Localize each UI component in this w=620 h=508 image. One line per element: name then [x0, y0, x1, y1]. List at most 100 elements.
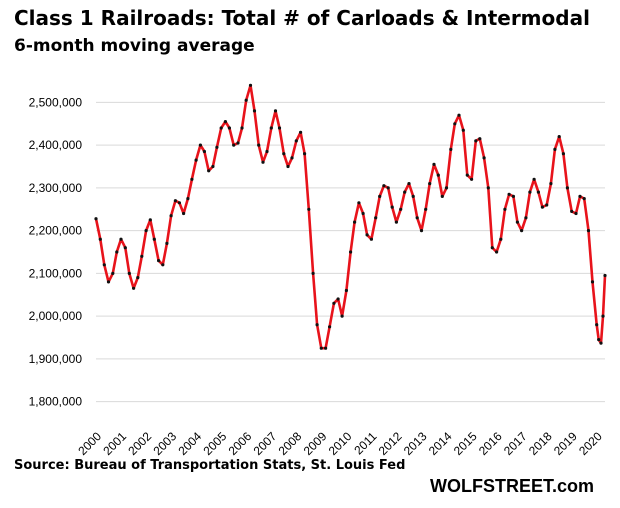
data-point: [324, 346, 328, 350]
data-point: [227, 126, 231, 130]
data-point: [244, 98, 248, 102]
data-point: [440, 194, 444, 198]
data-point: [424, 207, 428, 211]
data-point: [106, 280, 111, 284]
data-point: [436, 173, 440, 177]
x-tick-label: 2002: [125, 429, 154, 458]
x-tick-label: 2008: [276, 429, 305, 458]
data-point: [132, 286, 136, 290]
series-line: [94, 84, 607, 350]
data-point: [177, 201, 181, 205]
x-tick-label: 2014: [426, 429, 455, 458]
data-point: [123, 246, 127, 250]
data-point: [419, 229, 424, 233]
data-point: [390, 205, 394, 209]
x-tick-label: 2004: [175, 429, 204, 458]
data-point: [169, 214, 173, 218]
chart-subtitle: 6-month moving average: [14, 36, 255, 56]
data-point: [240, 126, 244, 130]
data-point: [511, 194, 515, 198]
data-point: [257, 143, 261, 147]
data-point: [353, 220, 357, 224]
data-point: [173, 199, 177, 203]
data-point: [157, 259, 161, 263]
data-point: [590, 280, 595, 284]
data-point: [461, 128, 465, 132]
data-point: [453, 122, 457, 126]
data-point: [319, 346, 323, 350]
data-point: [186, 197, 190, 201]
x-tick-label: 2001: [100, 429, 129, 458]
data-point: [299, 130, 303, 134]
data-point: [140, 254, 144, 258]
data-point: [98, 237, 102, 241]
data-point: [328, 325, 332, 329]
data-point: [474, 139, 478, 143]
data-point: [215, 145, 219, 149]
data-point: [265, 149, 269, 154]
x-tick-label: 2013: [401, 429, 430, 458]
data-point: [340, 314, 344, 318]
data-point: [315, 323, 319, 327]
data-point: [465, 173, 469, 177]
x-tick-label: 2011: [351, 429, 379, 457]
data-point: [136, 276, 140, 280]
data-point: [532, 177, 536, 181]
data-point: [232, 143, 236, 147]
data-point: [369, 237, 373, 241]
data-point: [236, 141, 240, 145]
data-point: [490, 246, 494, 250]
y-tick-label: 1,800,000: [29, 395, 83, 409]
source-note: Source: Bureau of Transportation Stats, …: [14, 458, 406, 473]
data-point: [361, 211, 365, 216]
data-point: [94, 217, 98, 221]
data-point: [599, 341, 603, 345]
data-point: [374, 216, 378, 220]
data-point: [457, 113, 461, 117]
data-point: [378, 194, 382, 198]
data-point: [365, 233, 369, 237]
y-tick-label: 2,100,000: [29, 266, 83, 280]
data-point: [520, 229, 524, 233]
data-point: [161, 263, 165, 267]
data-point: [102, 263, 106, 267]
y-axis-tick-labels: 1,800,000 1,900,000 2,000,000 2,100,000 2,20…: [29, 95, 83, 408]
data-point: [478, 137, 482, 141]
data-point: [294, 139, 298, 143]
gridlines: [96, 101, 605, 403]
data-point: [182, 211, 186, 216]
data-point: [411, 194, 415, 198]
data-point: [428, 182, 432, 186]
data-point: [570, 209, 574, 213]
data-point: [148, 218, 152, 222]
data-point: [499, 237, 503, 241]
data-point: [545, 203, 549, 207]
x-tick-label: 2007: [251, 429, 280, 458]
data-point: [407, 182, 411, 186]
data-point: [601, 314, 605, 318]
data-point: [207, 169, 211, 173]
data-point: [540, 205, 545, 209]
data-point: [536, 190, 541, 194]
data-point: [574, 211, 578, 216]
x-tick-label: 2003: [150, 429, 179, 458]
data-point: [415, 216, 419, 220]
data-point: [444, 186, 449, 190]
data-point: [449, 147, 453, 151]
x-tick-label: 2005: [201, 429, 230, 458]
data-point: [152, 237, 156, 241]
data-point: [495, 250, 499, 254]
data-point: [194, 158, 198, 162]
data-point: [586, 229, 591, 233]
y-tick-label: 1,900,000: [29, 352, 83, 366]
series-group: [94, 83, 607, 350]
data-point: [282, 152, 286, 156]
data-point: [261, 160, 265, 164]
data-point: [248, 83, 253, 87]
data-point: [528, 190, 532, 194]
x-tick-label: 2019: [551, 429, 580, 458]
data-point: [565, 186, 570, 190]
data-point: [219, 126, 223, 130]
y-tick-label: 2,000,000: [29, 309, 83, 323]
